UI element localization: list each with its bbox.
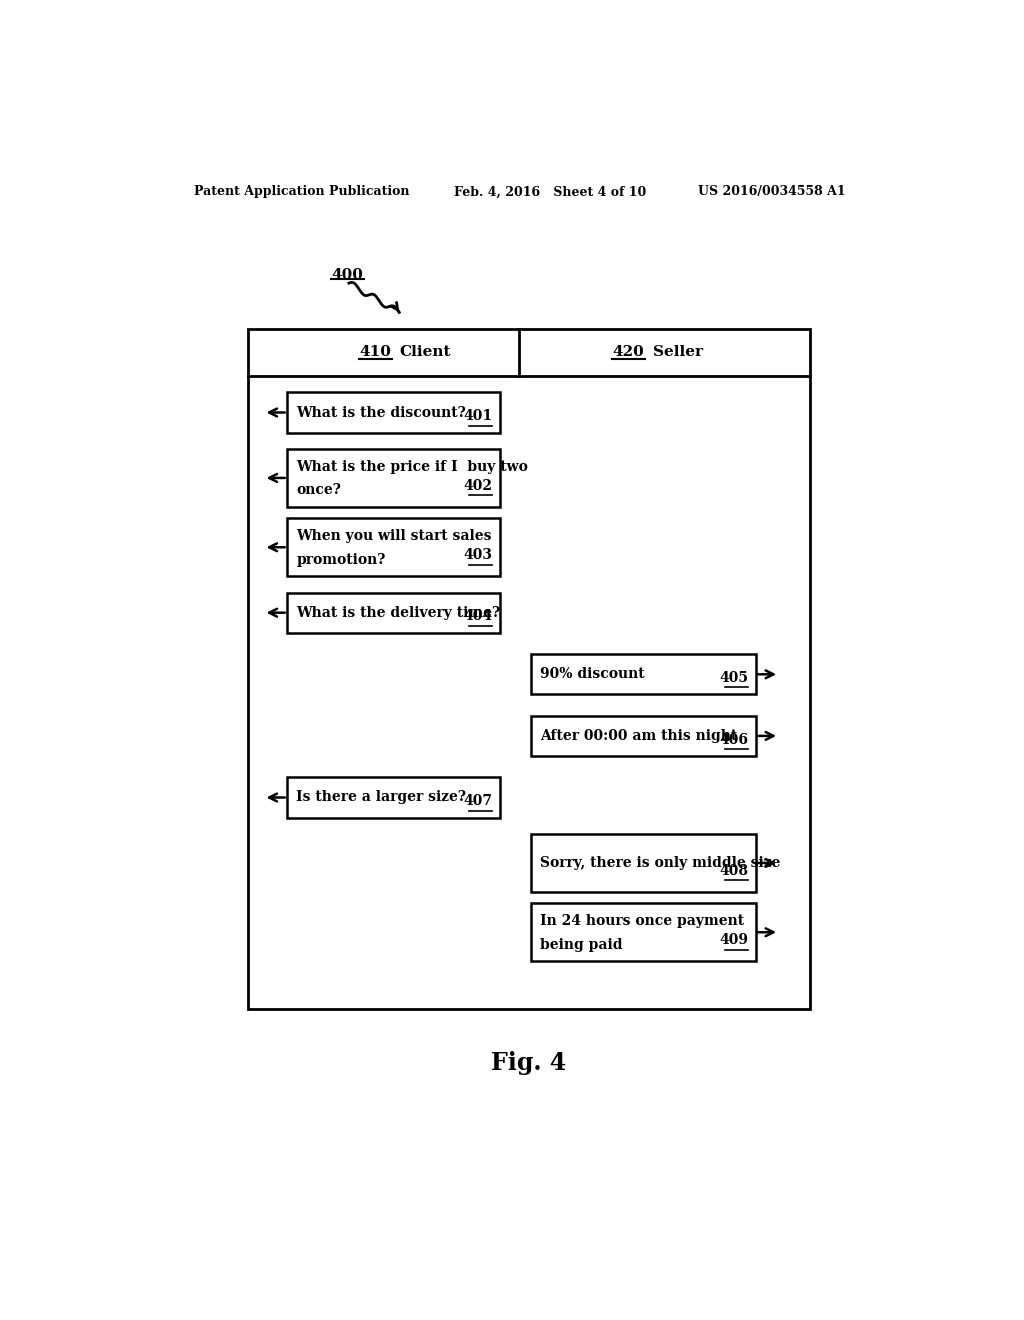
- Text: What is the price if I  buy two: What is the price if I buy two: [296, 461, 528, 474]
- Text: Patent Application Publication: Patent Application Publication: [194, 185, 410, 198]
- Bar: [531, 834, 756, 892]
- Text: 403: 403: [463, 548, 493, 562]
- Text: Fig. 4: Fig. 4: [492, 1051, 566, 1076]
- Text: In 24 hours once payment: In 24 hours once payment: [541, 915, 744, 928]
- Text: Client: Client: [399, 346, 451, 359]
- Text: 408: 408: [719, 865, 748, 878]
- Text: 420: 420: [612, 346, 644, 359]
- Text: Seller: Seller: [652, 346, 702, 359]
- Bar: [531, 715, 756, 756]
- Text: promotion?: promotion?: [296, 553, 386, 566]
- Text: 90% discount: 90% discount: [541, 668, 645, 681]
- Text: 405: 405: [719, 671, 748, 685]
- Text: What is the discount?: What is the discount?: [296, 405, 466, 420]
- Text: 409: 409: [719, 933, 748, 948]
- Bar: [287, 777, 500, 817]
- Text: 404: 404: [463, 610, 493, 623]
- Text: US 2016/0034558 A1: US 2016/0034558 A1: [697, 185, 845, 198]
- Text: 406: 406: [719, 733, 748, 747]
- Bar: [287, 449, 500, 507]
- Text: Sorry, there is only middle size: Sorry, there is only middle size: [541, 855, 780, 870]
- Text: 402: 402: [463, 479, 493, 492]
- Text: 407: 407: [463, 795, 493, 808]
- Text: When you will start sales: When you will start sales: [296, 529, 492, 544]
- Text: once?: once?: [296, 483, 341, 498]
- Text: 401: 401: [463, 409, 493, 424]
- Bar: [287, 519, 500, 576]
- Bar: [531, 655, 756, 694]
- Bar: [531, 903, 756, 961]
- Text: Feb. 4, 2016   Sheet 4 of 10: Feb. 4, 2016 Sheet 4 of 10: [454, 185, 646, 198]
- Bar: [287, 593, 500, 632]
- Text: Is there a larger size?: Is there a larger size?: [296, 791, 466, 804]
- Text: After 00:00 am this night: After 00:00 am this night: [541, 729, 737, 743]
- Text: being paid: being paid: [541, 937, 623, 952]
- Bar: [287, 392, 500, 433]
- Text: 400: 400: [331, 268, 362, 281]
- Bar: [248, 330, 810, 1010]
- Text: What is the delivery time?: What is the delivery time?: [296, 606, 501, 619]
- Text: 410: 410: [359, 346, 391, 359]
